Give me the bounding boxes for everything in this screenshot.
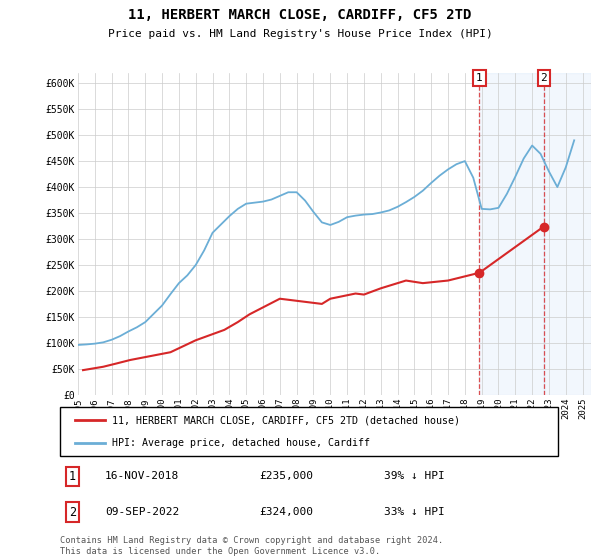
- Text: £235,000: £235,000: [259, 472, 313, 482]
- Text: 39% ↓ HPI: 39% ↓ HPI: [384, 472, 445, 482]
- Text: 11, HERBERT MARCH CLOSE, CARDIFF, CF5 2TD: 11, HERBERT MARCH CLOSE, CARDIFF, CF5 2T…: [128, 8, 472, 22]
- Bar: [544, 73, 591, 395]
- Text: 09-SEP-2022: 09-SEP-2022: [105, 507, 179, 517]
- Text: 1: 1: [69, 470, 76, 483]
- Text: £324,000: £324,000: [259, 507, 313, 517]
- Bar: [479, 73, 544, 395]
- Text: 2: 2: [69, 506, 76, 519]
- Text: 16-NOV-2018: 16-NOV-2018: [105, 472, 179, 482]
- Text: HPI: Average price, detached house, Cardiff: HPI: Average price, detached house, Card…: [112, 438, 370, 448]
- Text: 2: 2: [541, 73, 547, 83]
- Text: 11, HERBERT MARCH CLOSE, CARDIFF, CF5 2TD (detached house): 11, HERBERT MARCH CLOSE, CARDIFF, CF5 2T…: [112, 416, 460, 426]
- FancyBboxPatch shape: [60, 407, 558, 456]
- Text: 33% ↓ HPI: 33% ↓ HPI: [384, 507, 445, 517]
- Text: 1: 1: [476, 73, 483, 83]
- Text: Contains HM Land Registry data © Crown copyright and database right 2024.
This d: Contains HM Land Registry data © Crown c…: [60, 536, 443, 556]
- Text: Price paid vs. HM Land Registry's House Price Index (HPI): Price paid vs. HM Land Registry's House …: [107, 29, 493, 39]
